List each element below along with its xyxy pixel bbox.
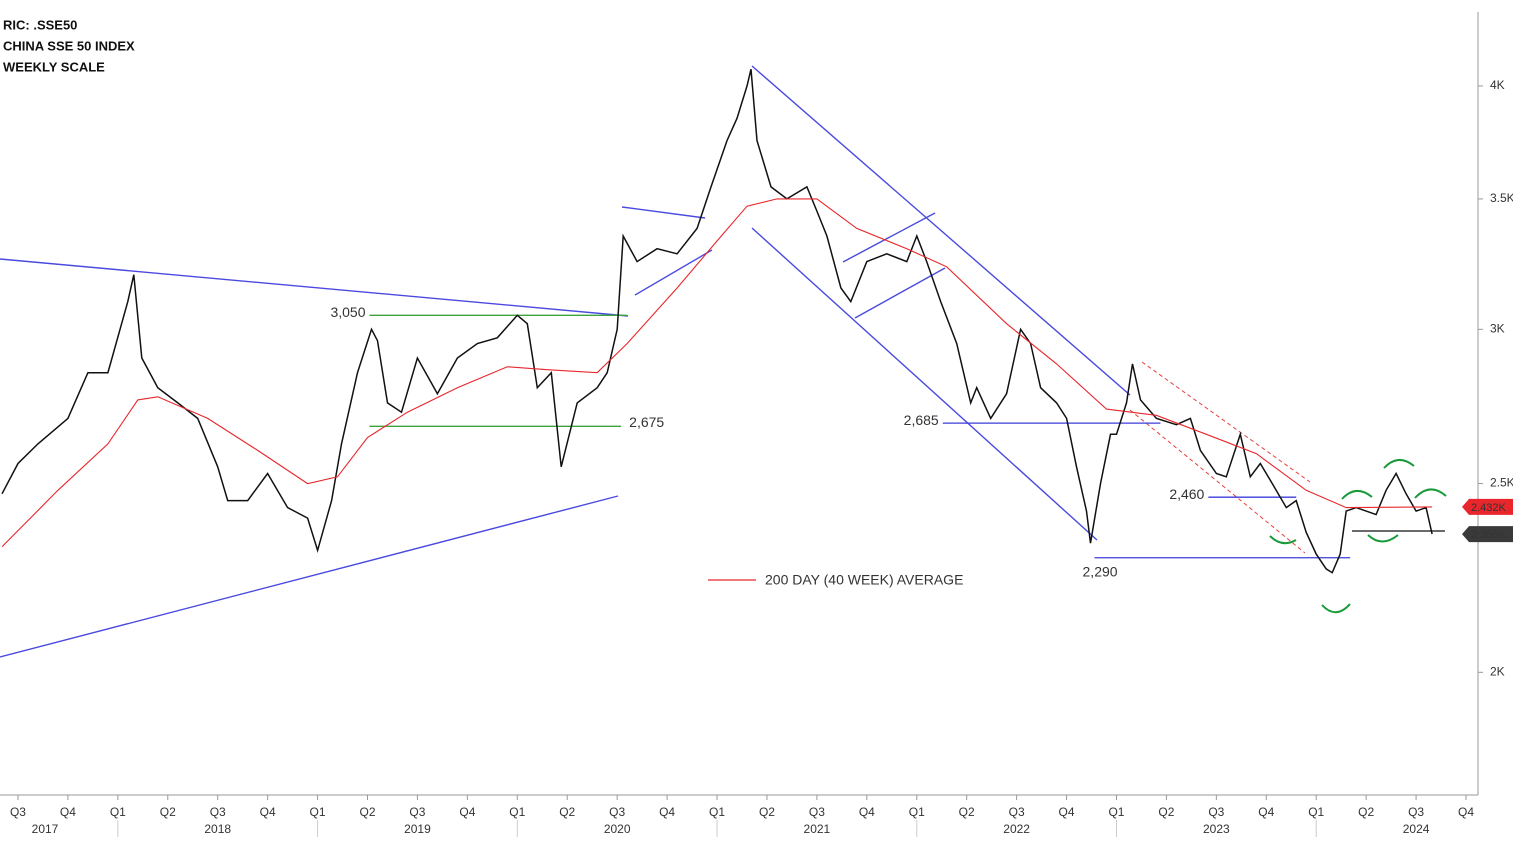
x-tick-label: Q3 [809,805,825,819]
x-tick-label: Q1 [310,805,326,819]
year-label: 2019 [404,822,431,836]
price-line [1,69,1433,574]
trendline [842,212,936,263]
x-tick-label: Q3 [1408,805,1424,819]
arc [1341,490,1373,500]
trendline [751,227,1098,541]
x-tick-label: Q2 [759,805,775,819]
x-tick-label: Q2 [1358,805,1374,819]
last-value-tag [1462,526,1513,543]
last-value-label: 2.355K [1471,529,1507,541]
x-tick-label: Q4 [1258,805,1274,819]
last-value-label: 2.432K [1471,502,1507,514]
title-line: WEEKLY SCALE [3,59,105,74]
x-tick-label: Q3 [1009,805,1025,819]
pattern-arcs [1269,459,1447,614]
arc [1414,488,1447,499]
level-label: 2,675 [629,414,664,430]
x-tick-label: Q3 [1208,805,1224,819]
trendline [621,206,706,219]
year-label: 2017 [32,822,59,836]
trendline [0,258,629,317]
level-label: 2,685 [904,412,939,428]
x-tick-label: Q2 [1158,805,1174,819]
trendline [0,495,619,658]
channel-line [1129,409,1306,554]
arc [1383,459,1415,469]
year-label: 2024 [1403,822,1430,836]
x-tick-label: Q2 [160,805,176,819]
dashed-channel [1129,361,1311,554]
trendline [634,249,713,296]
x-tick-label: Q2 [559,805,575,819]
x-tick-label: Q1 [1308,805,1324,819]
y-tick-label: 4K [1490,78,1505,92]
level-label: 3,050 [330,304,365,320]
average-line [1,198,1433,548]
y-tick-label: 2.5K [1490,476,1513,490]
last-value-tag [1462,498,1513,515]
y-tick-label: 2K [1490,664,1505,678]
x-tick-label: Q1 [509,805,525,819]
x-tick-label: Q4 [260,805,276,819]
trendline [751,65,1131,396]
trendline [854,267,946,319]
y-tick-label: 3.5K [1490,191,1513,205]
x-tick-label: Q4 [859,805,875,819]
x-tick-label: Q1 [909,805,925,819]
x-tick-label: Q4 [659,805,675,819]
x-tick-label: Q4 [1458,805,1474,819]
x-tick-label: Q4 [1059,805,1075,819]
title-line: CHINA SSE 50 INDEX [3,38,135,53]
level-label: 2,460 [1169,486,1204,502]
year-label: 2023 [1203,822,1230,836]
x-tick-label: Q3 [609,805,625,819]
x-tick-label: Q4 [60,805,76,819]
year-label: 2021 [804,822,831,836]
trendlines [0,65,1131,658]
x-tick-label: Q1 [1108,805,1124,819]
x-tick-label: Q3 [10,805,26,819]
year-label: 2018 [204,822,231,836]
x-tick-label: Q2 [959,805,975,819]
x-tick-label: Q1 [709,805,725,819]
x-tick-label: Q1 [110,805,126,819]
header: RIC: .SSE50 CHINA SSE 50 INDEX WEEKLY SC… [3,17,135,74]
arc [1321,603,1351,614]
x-tick-label: Q3 [210,805,226,819]
level-label: 2,290 [1083,563,1118,579]
y-tick-label: 3K [1490,321,1505,335]
arc [1367,534,1399,543]
year-label: 2022 [1003,822,1030,836]
x-tick-label: Q2 [359,805,375,819]
x-tick-label: Q3 [409,805,425,819]
title-line: RIC: .SSE50 [3,17,77,32]
x-tick-label: Q4 [459,805,475,819]
legend-label: 200 DAY (40 WEEK) AVERAGE [765,572,963,588]
year-label: 2020 [604,822,631,836]
arc [1269,535,1297,545]
